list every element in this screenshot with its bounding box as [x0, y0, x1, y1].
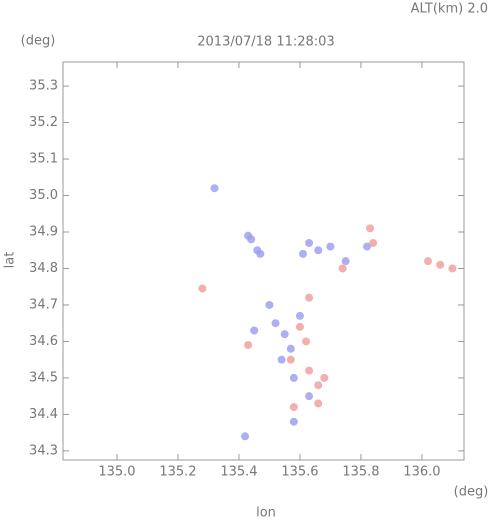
point: [289, 373, 298, 382]
point: [363, 242, 372, 251]
point: [424, 257, 433, 266]
y-label: lat: [3, 252, 18, 269]
point: [298, 249, 307, 258]
point: [366, 224, 375, 233]
x-unit: (deg): [454, 485, 489, 500]
y-tick-label: 35.1: [29, 152, 58, 167]
point: [436, 260, 445, 269]
point: [280, 330, 289, 339]
chart-title: 2013/07/18 11:28:03: [197, 35, 334, 50]
x-tick-label: 135.6: [281, 465, 318, 480]
x-tick-label: 135.4: [220, 465, 257, 480]
x-tick-label: 135.2: [159, 465, 196, 480]
point: [320, 373, 329, 382]
point: [295, 311, 304, 320]
point: [305, 238, 314, 247]
point: [250, 326, 259, 335]
point: [210, 184, 219, 193]
point: [286, 344, 295, 353]
point: [244, 341, 253, 350]
point: [326, 242, 335, 251]
point: [265, 300, 274, 309]
y-tick-label: 34.7: [29, 297, 58, 312]
point: [256, 249, 265, 258]
point: [286, 355, 295, 364]
x-tick-label: 135.0: [98, 465, 135, 480]
y-unit: (deg): [21, 34, 56, 49]
point: [305, 392, 314, 401]
point: [448, 264, 457, 273]
point: [369, 238, 378, 247]
plot-frame: [62, 61, 465, 461]
y-tick-label: 34.4: [29, 407, 58, 422]
point: [198, 284, 207, 293]
y-tick-label: 34.5: [29, 370, 58, 385]
point: [305, 293, 314, 302]
y-tick-label: 34.9: [29, 224, 58, 239]
annotation: ALT(km) 2.0: [411, 2, 488, 17]
point: [302, 337, 311, 346]
point: [289, 403, 298, 412]
x-tick-label: 136.0: [403, 465, 440, 480]
point: [289, 417, 298, 426]
y-tick-label: 34.6: [29, 334, 58, 349]
point: [247, 235, 256, 244]
point: [314, 399, 323, 408]
x-label: lon: [256, 506, 276, 521]
point: [305, 366, 314, 375]
y-tick-label: 34.8: [29, 261, 58, 276]
point: [271, 319, 280, 328]
point: [241, 432, 250, 441]
point: [277, 355, 286, 364]
y-tick-label: 34.3: [29, 443, 58, 458]
point: [341, 257, 350, 266]
y-tick-label: 35.3: [29, 79, 58, 94]
y-tick-label: 35.0: [29, 188, 58, 203]
point: [314, 381, 323, 390]
point: [295, 322, 304, 331]
y-tick-label: 35.2: [29, 115, 58, 130]
x-tick-label: 135.8: [342, 465, 379, 480]
point: [338, 264, 347, 273]
point: [314, 246, 323, 255]
